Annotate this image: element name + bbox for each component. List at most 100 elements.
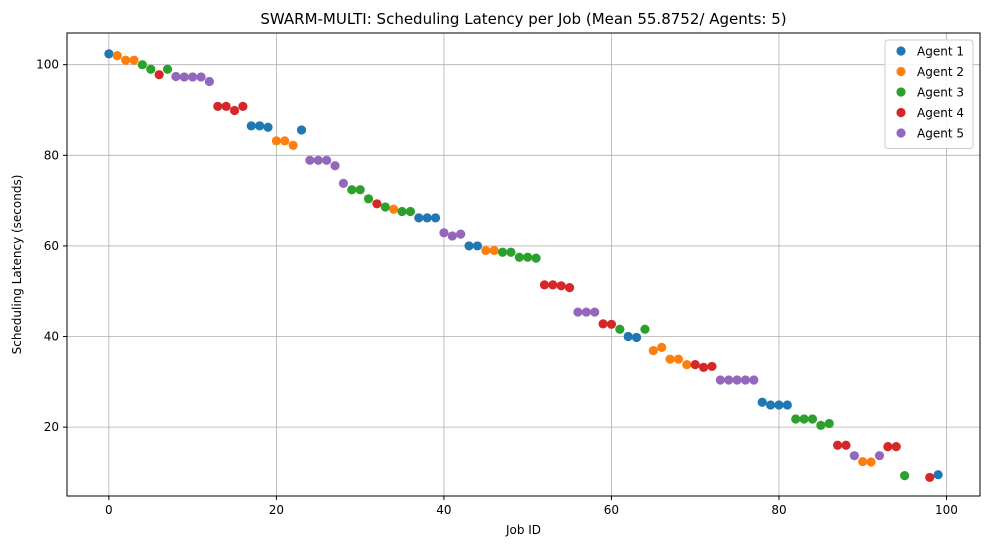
data-point xyxy=(740,375,751,385)
data-point xyxy=(121,55,131,65)
data-point xyxy=(430,213,441,223)
data-point xyxy=(799,414,809,424)
data-point xyxy=(188,72,198,82)
data-point xyxy=(673,354,684,364)
y-tick-label: 40 xyxy=(44,330,59,344)
data-point xyxy=(104,49,114,59)
legend-label: Agent 4 xyxy=(917,106,964,120)
legend: Agent 1 Agent 2 Agent 3 Agent 4 Agent 5 xyxy=(884,39,974,149)
data-point xyxy=(447,231,457,241)
data-point xyxy=(414,213,424,223)
legend-marker xyxy=(896,66,906,77)
data-point xyxy=(564,283,575,293)
data-point xyxy=(556,281,566,291)
data-point xyxy=(707,361,717,372)
data-point xyxy=(757,397,767,407)
data-point xyxy=(397,206,407,217)
data-point xyxy=(129,55,139,65)
data-point xyxy=(137,60,147,70)
data-point xyxy=(330,161,340,171)
data-point xyxy=(506,247,516,257)
data-point xyxy=(112,51,122,61)
data-point xyxy=(263,122,273,132)
data-point xyxy=(665,354,675,364)
y-tick-label: 60 xyxy=(44,239,59,253)
data-point xyxy=(338,178,349,189)
data-point xyxy=(724,375,734,385)
data-point xyxy=(933,470,943,480)
data-point xyxy=(481,245,491,256)
x-tick-label: 20 xyxy=(269,503,284,517)
data-point xyxy=(221,101,231,111)
data-point xyxy=(833,440,843,450)
data-point xyxy=(782,400,792,410)
data-point xyxy=(347,185,357,195)
data-point xyxy=(891,442,901,452)
data-point xyxy=(196,72,206,82)
y-axis-label: Scheduling Latency (seconds) xyxy=(10,175,24,355)
data-point xyxy=(456,229,466,239)
data-point xyxy=(464,241,474,251)
legend-box xyxy=(884,39,974,149)
data-point xyxy=(154,70,164,80)
y-tick-label: 100 xyxy=(36,58,59,72)
data-point xyxy=(581,307,591,317)
x-axis-ticks: 0 20 40 60 80 100 xyxy=(105,496,958,517)
series-agent-4 xyxy=(154,70,935,483)
legend-item: Agent 2 xyxy=(896,65,964,79)
data-point xyxy=(439,228,449,238)
data-point xyxy=(732,375,742,385)
data-point xyxy=(883,442,893,452)
data-point xyxy=(363,194,374,204)
data-point xyxy=(213,101,223,111)
data-point xyxy=(841,440,851,450)
data-point xyxy=(657,342,667,353)
data-points xyxy=(104,49,943,483)
legend-label: Agent 3 xyxy=(917,86,964,100)
legend-item: Agent 1 xyxy=(896,45,964,59)
data-point xyxy=(146,64,156,74)
data-point xyxy=(288,140,298,150)
data-point xyxy=(255,121,265,131)
x-tick-label: 60 xyxy=(604,503,619,517)
x-tick-label: 40 xyxy=(436,503,451,517)
data-point xyxy=(925,472,935,483)
y-tick-label: 80 xyxy=(44,148,59,162)
series-agent-5 xyxy=(171,71,885,461)
data-point xyxy=(548,280,558,290)
data-point xyxy=(322,155,332,165)
data-point xyxy=(162,64,173,74)
data-point xyxy=(598,319,608,329)
data-point xyxy=(690,360,700,370)
data-point xyxy=(238,101,248,111)
data-point xyxy=(229,105,240,116)
data-point xyxy=(497,247,508,257)
data-point xyxy=(422,213,432,223)
legend-label: Agent 5 xyxy=(917,127,964,141)
legend-item: Agent 3 xyxy=(896,86,964,100)
data-point xyxy=(389,204,399,214)
data-point xyxy=(765,400,776,410)
data-point xyxy=(313,155,323,165)
data-point xyxy=(405,206,416,217)
x-tick-label: 0 xyxy=(105,503,113,517)
data-point xyxy=(171,71,181,82)
data-point xyxy=(824,418,834,429)
legend-marker xyxy=(896,87,906,97)
data-point xyxy=(179,72,189,82)
data-point xyxy=(858,456,868,467)
y-axis-ticks: 20 40 60 80 100 xyxy=(36,58,67,434)
data-point xyxy=(489,245,499,256)
data-point xyxy=(866,457,876,467)
data-point xyxy=(573,307,583,317)
data-point xyxy=(791,414,801,424)
data-point xyxy=(305,155,315,165)
data-point xyxy=(749,375,759,385)
data-point xyxy=(531,253,541,263)
y-tick-label: 20 xyxy=(44,420,59,434)
series-agent-1 xyxy=(104,49,943,480)
data-point xyxy=(623,331,633,342)
data-point xyxy=(648,345,658,356)
